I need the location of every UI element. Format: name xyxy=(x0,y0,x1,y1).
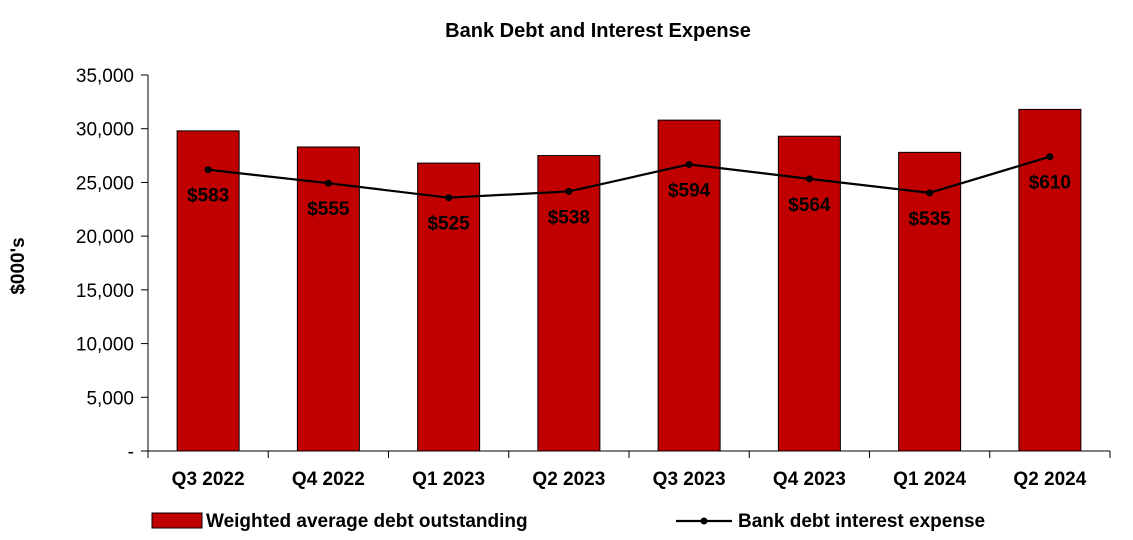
y-tick-label: 15,000 xyxy=(76,281,134,302)
data-label: $555 xyxy=(307,199,350,220)
x-tick-label: Q2 2023 xyxy=(532,469,605,490)
x-tick-label: Q1 2024 xyxy=(893,469,966,490)
y-tick-label: 25,000 xyxy=(76,173,134,194)
data-label: $583 xyxy=(187,186,229,207)
legend-label-debt: Weighted average debt outstanding xyxy=(206,511,528,532)
bar-q1-2024 xyxy=(898,151,962,452)
y-tick-label: 10,000 xyxy=(76,335,134,356)
y-tick-label: - xyxy=(128,442,134,463)
bar-q3-2022 xyxy=(176,130,240,452)
data-label: $594 xyxy=(668,180,711,201)
data-label: $535 xyxy=(908,209,951,230)
plot-area: - 5,000 10,000 15,000 20,000 25,000 30,000 35,0… xyxy=(76,66,1111,490)
x-tick-label: Q4 2023 xyxy=(773,469,846,490)
interest-expense-point xyxy=(324,179,332,187)
legend-swatch-bar xyxy=(151,512,203,529)
interest-expense-point xyxy=(685,160,693,168)
x-tick-label: Q3 2022 xyxy=(172,469,245,490)
y-tick-label: 35,000 xyxy=(76,66,134,87)
interest-expense-point xyxy=(445,194,453,202)
interest-expense-point xyxy=(805,175,813,183)
chart-title: Bank Debt and Interest Expense xyxy=(445,20,751,42)
x-tick-label: Q1 2023 xyxy=(412,469,485,490)
bar-q4-2022 xyxy=(296,146,360,452)
x-tick-label: Q3 2023 xyxy=(653,469,726,490)
interest-expense-point xyxy=(1046,153,1054,161)
bar-q2-2023 xyxy=(537,155,601,452)
bar-q2-2024 xyxy=(1018,108,1082,452)
interest-expense-point xyxy=(565,187,573,195)
bar-q4-2023 xyxy=(777,135,841,452)
legend-swatch-marker xyxy=(700,517,708,525)
bar-q1-2023 xyxy=(417,162,481,452)
legend-label-interest: Bank debt interest expense xyxy=(738,511,985,532)
y-tick-label: 20,000 xyxy=(76,227,134,248)
data-label: $610 xyxy=(1029,173,1071,194)
bar-q3-2023 xyxy=(657,119,721,452)
x-tick-label: Q2 2024 xyxy=(1013,469,1086,490)
y-tick-label: 5,000 xyxy=(86,388,134,409)
y-axis-label: $000's xyxy=(8,237,29,294)
y-tick-label: 30,000 xyxy=(76,120,134,141)
legend: Weighted average debt outstanding Bank de… xyxy=(151,511,985,532)
interest-expense-point xyxy=(926,189,934,197)
data-label: $564 xyxy=(788,195,831,216)
data-label: $538 xyxy=(548,207,590,228)
data-label: $525 xyxy=(427,214,470,235)
interest-expense-line xyxy=(208,155,1051,199)
x-tick-label: Q4 2022 xyxy=(292,469,365,490)
interest-expense-point xyxy=(204,166,212,174)
